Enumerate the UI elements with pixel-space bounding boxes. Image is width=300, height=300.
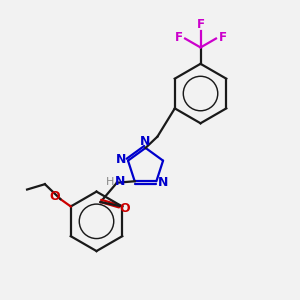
Text: F: F <box>196 18 205 31</box>
Text: H: H <box>106 177 115 187</box>
Text: O: O <box>119 202 130 215</box>
Text: N: N <box>115 176 125 188</box>
Text: F: F <box>218 32 226 44</box>
Text: F: F <box>175 32 182 44</box>
Text: N: N <box>158 176 168 189</box>
Text: N: N <box>116 153 127 166</box>
Text: O: O <box>50 190 60 203</box>
Text: N: N <box>140 135 150 148</box>
